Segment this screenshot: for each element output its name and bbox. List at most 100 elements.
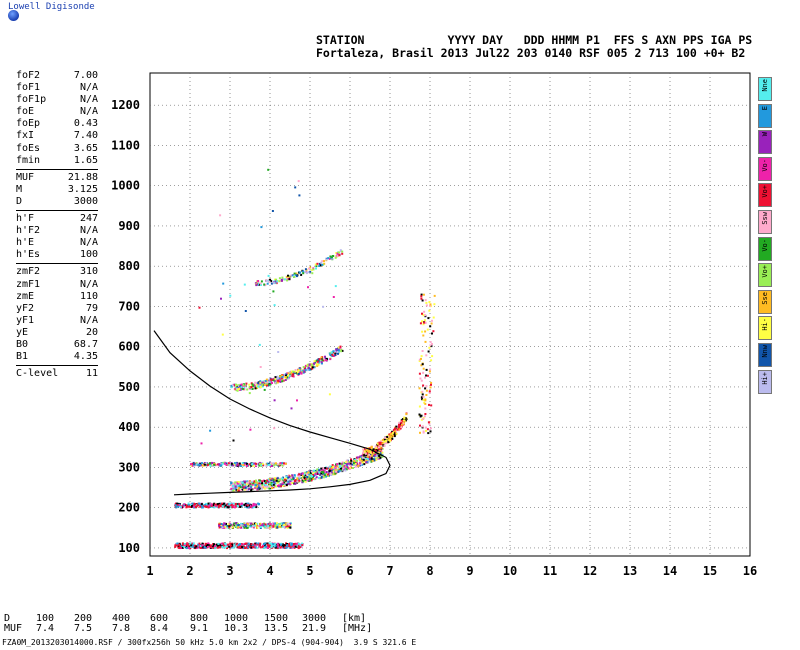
echo-point — [266, 525, 268, 528]
echo-point — [276, 547, 279, 550]
echo-point — [341, 349, 344, 352]
echo-point — [332, 255, 335, 257]
echo-point — [310, 470, 313, 473]
param-row: foF1p N/A — [16, 94, 98, 106]
echo-point — [243, 488, 246, 491]
echo-point — [320, 475, 323, 478]
echo-point — [217, 463, 219, 466]
echo-point — [244, 526, 247, 529]
echo-point — [282, 522, 285, 525]
echo-point — [378, 443, 381, 446]
y-tick-label: 400 — [118, 420, 140, 434]
echo-point — [243, 526, 246, 529]
echo-point — [308, 363, 311, 366]
echo-point — [278, 522, 281, 525]
echo-point — [274, 281, 277, 284]
echo-point — [330, 256, 333, 259]
echo-point — [257, 383, 260, 386]
echo-point — [331, 353, 334, 356]
echo-point — [423, 415, 426, 418]
echo-point — [423, 319, 426, 322]
echo-point — [334, 469, 337, 472]
echo-point — [287, 374, 289, 377]
echo-point — [263, 388, 266, 391]
echo-point — [294, 479, 297, 482]
echo-point — [426, 328, 429, 331]
echo-point — [255, 480, 258, 483]
echo-point — [224, 545, 227, 548]
echo-point — [188, 545, 191, 548]
echo-point — [239, 486, 242, 489]
echo-point — [433, 303, 436, 306]
echo-point — [269, 486, 272, 488]
echo-point — [224, 543, 227, 546]
echo-point — [242, 384, 245, 387]
echo-point — [204, 504, 207, 506]
echo-point — [279, 380, 282, 383]
echo-point — [290, 544, 293, 547]
muf-value: 13.5 — [264, 623, 289, 634]
echo-point — [293, 482, 296, 485]
echo-point — [321, 359, 324, 362]
echo-point — [282, 278, 284, 281]
echo-point — [230, 489, 233, 492]
echo-point — [250, 546, 253, 549]
echo-point — [389, 433, 392, 436]
echo-point — [273, 464, 276, 467]
echo-point — [244, 486, 247, 489]
echo-point — [262, 380, 265, 383]
header: STATION YYYY DAY DDD HHMM P1 FFS S AXN P… — [316, 34, 752, 60]
echo-point — [246, 462, 248, 465]
echo-point — [324, 355, 326, 358]
echo-point — [328, 393, 331, 396]
echo-point — [285, 522, 288, 525]
echo-point — [194, 506, 197, 509]
param-value: 310 — [79, 266, 98, 278]
echo-point — [269, 544, 272, 546]
echo-point — [323, 469, 326, 472]
param-row: yF1 N/A — [16, 315, 98, 327]
echo-point — [248, 386, 251, 389]
echo-point — [286, 479, 289, 481]
echo-point — [320, 472, 322, 475]
muf-muf-unit: [MHz] — [342, 623, 373, 634]
param-key: h'F2 — [16, 225, 41, 237]
echo-point — [329, 353, 332, 356]
echo-point — [225, 503, 228, 506]
echo-point — [251, 505, 254, 508]
echo-point — [422, 418, 425, 420]
echo-point — [181, 546, 184, 549]
echo-point — [428, 403, 430, 406]
echo-point — [354, 464, 357, 467]
echo-point — [244, 480, 246, 483]
echo-point — [239, 484, 242, 487]
echo-point — [378, 441, 381, 444]
echo-point — [249, 522, 252, 525]
echo-point — [220, 297, 222, 300]
echo-point — [391, 437, 394, 440]
echo-point — [288, 543, 291, 546]
echo-point — [334, 465, 337, 467]
echo-point — [272, 485, 275, 488]
echo-point — [254, 381, 257, 384]
echo-point — [278, 277, 281, 280]
echo-point — [395, 432, 398, 435]
param-key: fmin — [16, 154, 41, 166]
echo-point — [249, 428, 252, 431]
echo-point — [189, 547, 192, 549]
echo-point — [263, 547, 266, 550]
param-key: D — [16, 195, 23, 207]
echo-point — [258, 545, 261, 548]
echo-point — [200, 442, 203, 445]
echo-point — [314, 263, 317, 266]
echo-point — [254, 503, 257, 506]
echo-point — [196, 546, 199, 549]
echo-point — [337, 470, 340, 473]
echo-point — [273, 545, 276, 548]
echo-point — [422, 371, 425, 374]
echo-point — [272, 481, 275, 484]
echo-point — [356, 459, 358, 462]
echo-point — [234, 482, 237, 485]
echo-point — [217, 506, 220, 509]
echo-point — [334, 354, 337, 356]
